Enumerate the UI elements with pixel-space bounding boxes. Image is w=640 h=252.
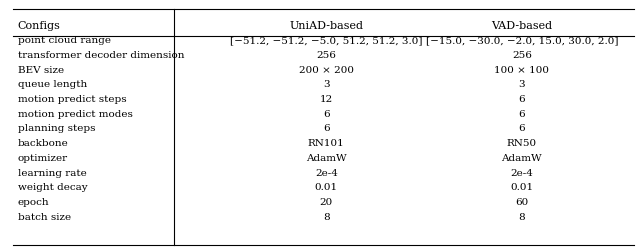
Text: 0.01: 0.01 xyxy=(510,183,533,192)
Text: 100 × 100: 100 × 100 xyxy=(494,66,549,75)
Text: 12: 12 xyxy=(319,95,333,104)
Text: 256: 256 xyxy=(512,51,532,60)
Text: transformer decoder dimension: transformer decoder dimension xyxy=(18,51,184,60)
Text: AdamW: AdamW xyxy=(502,154,542,163)
Text: VAD-based: VAD-based xyxy=(492,21,552,31)
Text: weight decay: weight decay xyxy=(18,183,88,192)
Text: epoch: epoch xyxy=(18,198,49,207)
Text: 256: 256 xyxy=(316,51,336,60)
Text: 3: 3 xyxy=(323,80,330,89)
Text: backbone: backbone xyxy=(18,139,68,148)
Text: optimizer: optimizer xyxy=(18,154,68,163)
Text: RN101: RN101 xyxy=(308,139,345,148)
Text: planning steps: planning steps xyxy=(18,124,95,134)
Text: RN50: RN50 xyxy=(507,139,537,148)
Text: AdamW: AdamW xyxy=(306,154,347,163)
Text: queue length: queue length xyxy=(18,80,87,89)
Text: point cloud range: point cloud range xyxy=(18,36,111,45)
Text: 0.01: 0.01 xyxy=(315,183,338,192)
Text: 200 × 200: 200 × 200 xyxy=(299,66,354,75)
Text: 2e-4: 2e-4 xyxy=(315,169,338,178)
Text: 8: 8 xyxy=(518,213,525,222)
Text: [−51.2, −51.2, −5.0, 51.2, 51.2, 3.0]: [−51.2, −51.2, −5.0, 51.2, 51.2, 3.0] xyxy=(230,36,422,45)
Text: 20: 20 xyxy=(319,198,333,207)
Text: motion predict modes: motion predict modes xyxy=(18,110,132,119)
Text: 6: 6 xyxy=(518,95,525,104)
Text: UniAD-based: UniAD-based xyxy=(289,21,364,31)
Text: 6: 6 xyxy=(518,124,525,134)
Text: BEV size: BEV size xyxy=(18,66,64,75)
Text: 6: 6 xyxy=(518,110,525,119)
Text: 8: 8 xyxy=(323,213,330,222)
Text: 60: 60 xyxy=(515,198,529,207)
Text: motion predict steps: motion predict steps xyxy=(18,95,126,104)
Text: Configs: Configs xyxy=(18,21,61,31)
Text: learning rate: learning rate xyxy=(18,169,86,178)
Text: batch size: batch size xyxy=(18,213,71,222)
Text: [−15.0, −30.0, −2.0, 15.0, 30.0, 2.0]: [−15.0, −30.0, −2.0, 15.0, 30.0, 2.0] xyxy=(426,36,618,45)
Text: 3: 3 xyxy=(518,80,525,89)
Text: 6: 6 xyxy=(323,124,330,134)
Text: 6: 6 xyxy=(323,110,330,119)
Text: 2e-4: 2e-4 xyxy=(511,169,533,178)
